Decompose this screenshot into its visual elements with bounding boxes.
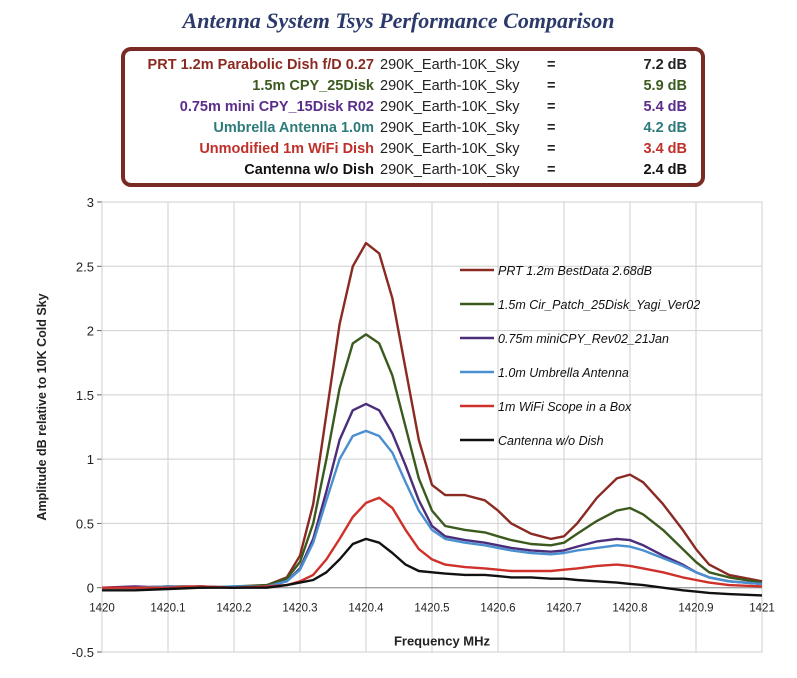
- y-tick-label: 3: [87, 195, 94, 210]
- antenna-name: Cantenna w/o Dish: [244, 162, 374, 178]
- y-tick-label: 1: [87, 452, 94, 467]
- antenna-name: 1.5m CPY_25Disk: [252, 78, 374, 94]
- legend-label: 1m WiFi Scope in a Box: [498, 400, 632, 414]
- x-tick-label: 1420.1: [150, 603, 185, 615]
- legend-label: 1.0m Umbrella Antenna: [498, 366, 629, 380]
- y-tick-label: 0.5: [76, 516, 94, 531]
- antenna-name: Unmodified 1m WiFi Dish: [199, 141, 374, 157]
- legend-label: PRT 1.2m BestData 2.68dB: [498, 264, 652, 278]
- x-tick-label: 1420.8: [612, 603, 647, 615]
- x-tick-label: 1420.7: [546, 603, 581, 615]
- summary-row: PRT 1.2m Parabolic Dish f/D 0.27 290K_Ear…: [125, 57, 701, 78]
- series-line: [102, 333, 763, 589]
- x-tick-label: 1420.4: [348, 603, 384, 615]
- series-line: [102, 537, 763, 597]
- summary-row: Unmodified 1m WiFi Dish 290K_Earth-10K_Sk…: [125, 141, 701, 162]
- temperature-condition: 290K_Earth-10K_Sky: [380, 99, 520, 115]
- chart-title: Antenna System Tsys Performance Comparis…: [182, 8, 615, 33]
- tsys-value: 3.4 dB: [643, 141, 687, 157]
- antenna-name: Umbrella Antenna 1.0m: [213, 120, 374, 136]
- x-tick-label: 1420.5: [414, 603, 449, 615]
- tsys-summary-box: PRT 1.2m Parabolic Dish f/D 0.27 290K_Ear…: [121, 47, 705, 187]
- tsys-value: 7.2 dB: [643, 57, 687, 73]
- legend-label: 1.5m Cir_Patch_25Disk_Yagi_Ver02: [498, 298, 700, 312]
- x-tick-label: 1420.6: [480, 603, 515, 615]
- tsys-value: 2.4 dB: [643, 162, 687, 178]
- y-tick-label: 2.5: [76, 259, 94, 274]
- temperature-condition: 290K_Earth-10K_Sky: [380, 141, 520, 157]
- summary-row: 1.5m CPY_25Disk 290K_Earth-10K_Sky = 5.9 dB: [125, 78, 701, 99]
- antenna-name: 0.75m mini CPY_15Disk R02: [179, 99, 374, 115]
- temperature-condition: 290K_Earth-10K_Sky: [380, 162, 520, 178]
- temperature-condition: 290K_Earth-10K_Sky: [380, 120, 520, 136]
- tsys-value: 4.2 dB: [643, 120, 687, 136]
- x-tick-label: 1421: [749, 603, 775, 615]
- y-tick-label: -0.5: [72, 645, 94, 660]
- equals-sign: =: [547, 57, 556, 73]
- equals-sign: =: [547, 78, 556, 94]
- tsys-value: 5.9 dB: [643, 78, 687, 94]
- tsys-value: 5.4 dB: [643, 99, 687, 115]
- temperature-condition: 290K_Earth-10K_Sky: [380, 78, 520, 94]
- series-line: [102, 429, 763, 589]
- summary-row: Umbrella Antenna 1.0m 290K_Earth-10K_Sky =…: [125, 120, 701, 141]
- x-tick-label: 1420.2: [216, 603, 251, 615]
- x-tick-label: 1420: [89, 603, 115, 615]
- equals-sign: =: [547, 162, 556, 178]
- x-tick-label: 1420.3: [282, 603, 317, 615]
- x-axis-label: Frequency MHz: [394, 634, 491, 649]
- legend-label: 0.75m miniCPY_Rev02_21Jan: [498, 332, 669, 346]
- x-tick-label: 1420.9: [678, 603, 713, 615]
- y-tick-label: 0: [87, 581, 94, 596]
- legend-label: Cantenna w/o Dish: [498, 434, 604, 448]
- line-chart: -0.5 0 0.5 1 1.5 2 2.5 3 1420 1420.1 1420.2 1420.3 1…: [35, 195, 775, 660]
- equals-sign: =: [547, 141, 556, 157]
- antenna-name: PRT 1.2m Parabolic Dish f/D 0.27: [147, 57, 374, 73]
- y-tick-label: 2: [87, 324, 94, 339]
- equals-sign: =: [547, 99, 556, 115]
- y-axis-label: Amplitude dB relative to 10K Cold Sky: [35, 293, 49, 520]
- equals-sign: =: [547, 120, 556, 136]
- summary-row: Cantenna w/o Dish 290K_Earth-10K_Sky = 2.4 …: [125, 162, 701, 183]
- y-tick-label: 1.5: [76, 388, 94, 403]
- temperature-condition: 290K_Earth-10K_Sky: [380, 57, 520, 73]
- summary-row: 0.75m mini CPY_15Disk R02 290K_Earth-10K_…: [125, 99, 701, 120]
